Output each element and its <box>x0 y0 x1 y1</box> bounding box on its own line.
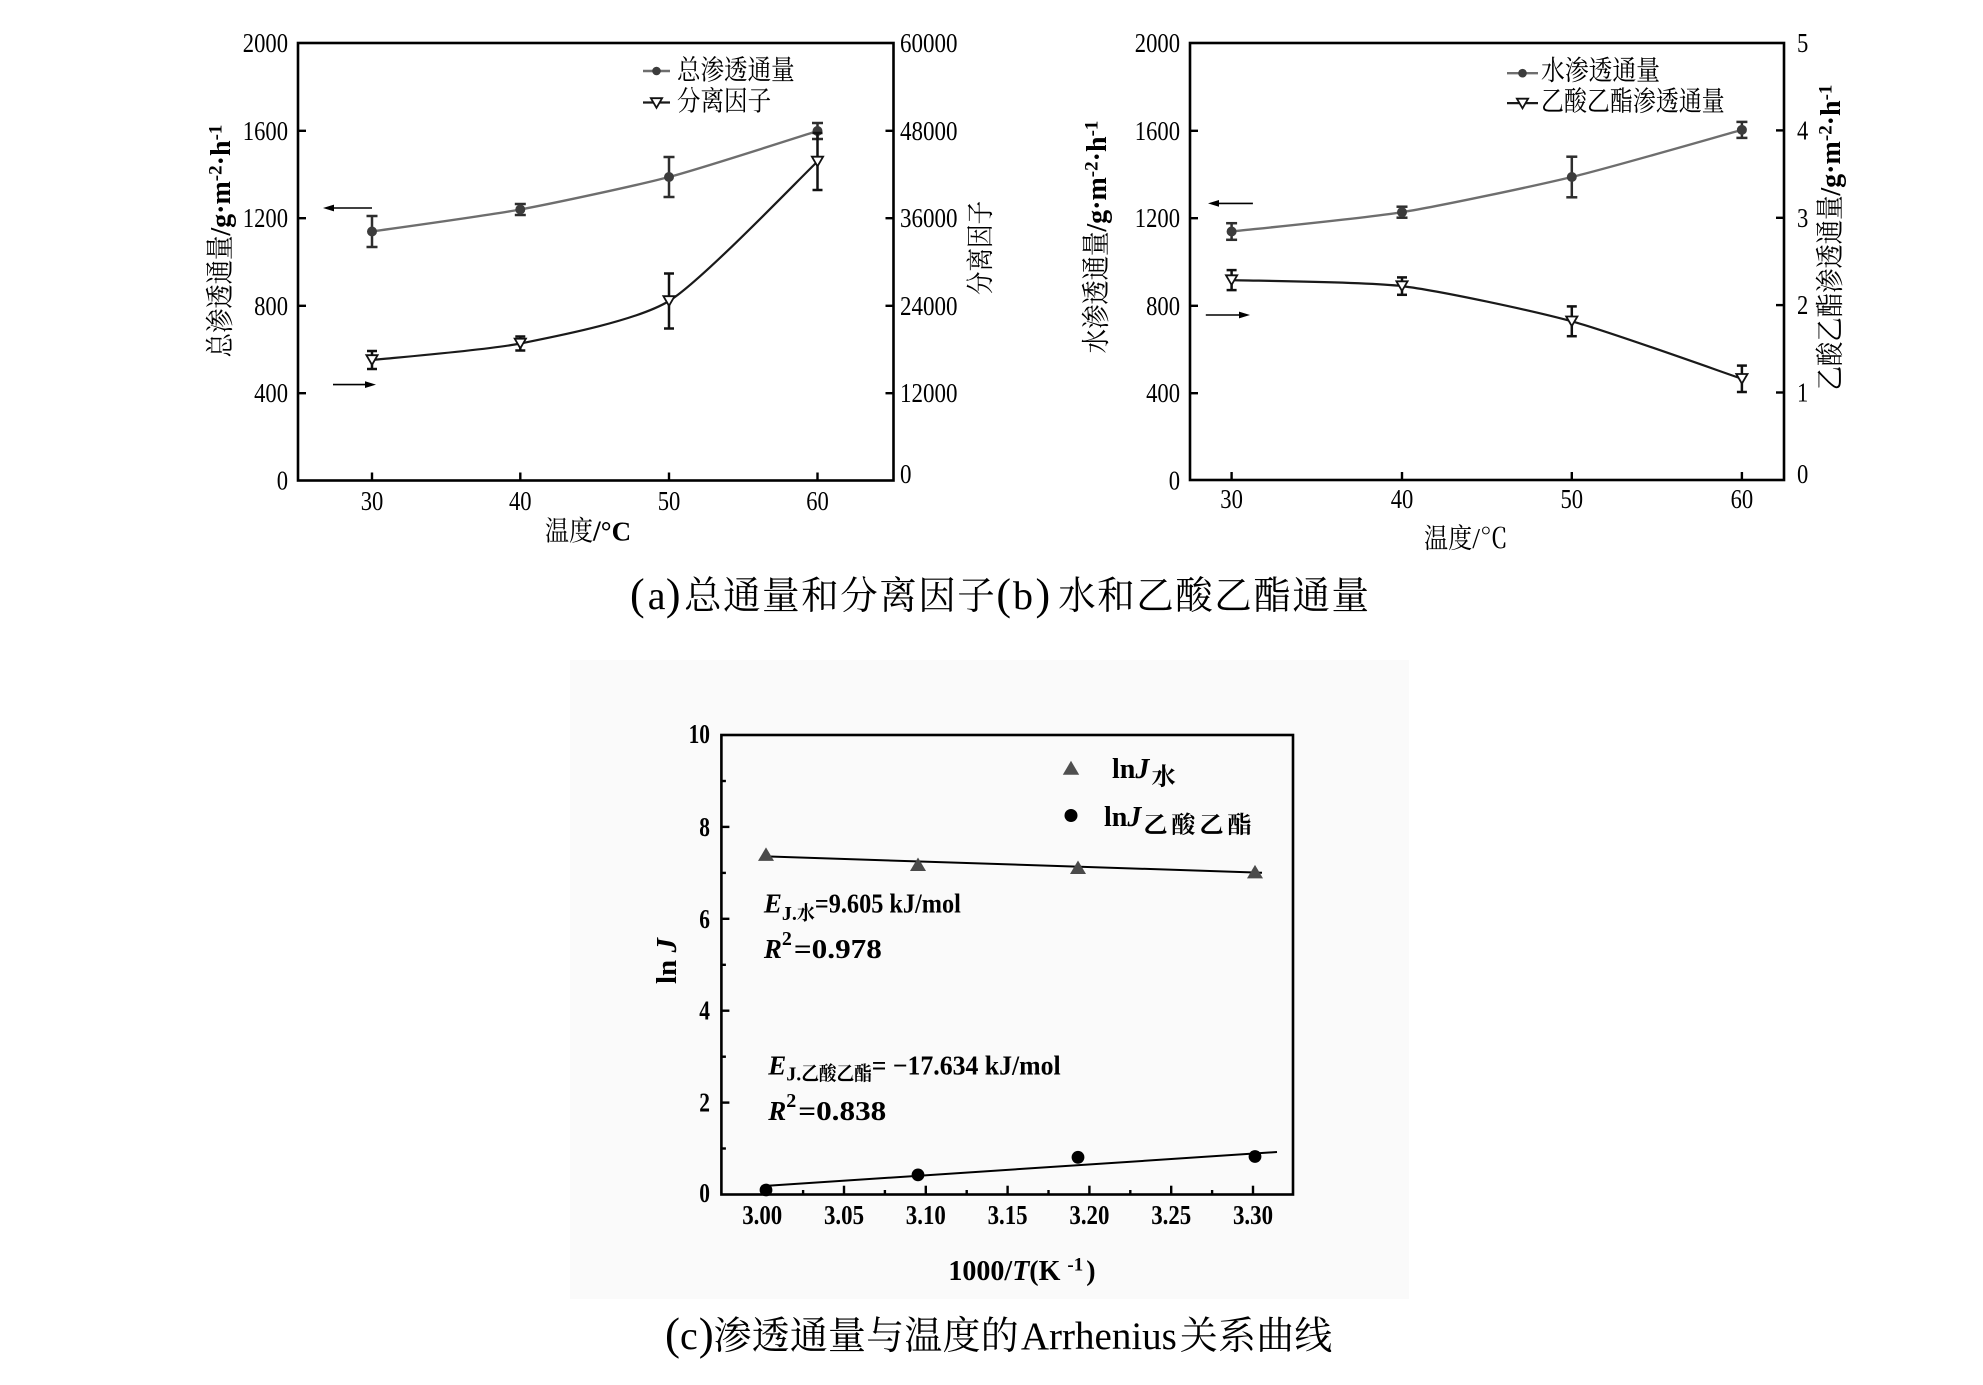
svg-text:4: 4 <box>699 996 710 1026</box>
svg-text:J: J <box>1126 802 1142 833</box>
svg-text:1000/: 1000/ <box>948 1256 1013 1287</box>
svg-text:60000: 60000 <box>900 28 958 58</box>
svg-text:Arrhenius: Arrhenius <box>1021 1315 1177 1358</box>
svg-text:(: ( <box>665 1309 680 1359</box>
svg-text:30: 30 <box>1220 484 1243 514</box>
svg-text:-2: -2 <box>1816 125 1837 141</box>
svg-text:36000: 36000 <box>900 203 958 233</box>
svg-text:=0.978: =0.978 <box>794 934 882 964</box>
svg-text:-1: -1 <box>1816 85 1837 101</box>
svg-text:= −17.634 kJ/mol: = −17.634 kJ/mol <box>872 1051 1061 1081</box>
svg-text:50: 50 <box>658 486 681 516</box>
svg-text:3.25: 3.25 <box>1151 1200 1191 1230</box>
svg-text:E: E <box>763 889 782 919</box>
svg-text:3.00: 3.00 <box>742 1200 782 1230</box>
svg-text:3.30: 3.30 <box>1233 1200 1273 1230</box>
svg-text:): ) <box>1086 1256 1095 1287</box>
svg-text:800: 800 <box>1146 291 1180 321</box>
svg-text:12000: 12000 <box>900 378 958 408</box>
svg-text:b: b <box>1013 573 1033 618</box>
svg-text:(: ( <box>630 570 645 619</box>
svg-text:3.20: 3.20 <box>1069 1200 1109 1230</box>
svg-text:/g·m: /g·m <box>206 181 237 236</box>
svg-text:/g·m: /g·m <box>1816 141 1847 196</box>
svg-text:/: / <box>592 517 602 548</box>
svg-text:3.15: 3.15 <box>988 1200 1028 1230</box>
svg-text:): ) <box>699 1309 714 1359</box>
svg-text:3.10: 3.10 <box>906 1200 946 1230</box>
svg-text:J: J <box>651 937 683 954</box>
svg-text:1200: 1200 <box>1135 203 1180 233</box>
svg-text:·h: ·h <box>206 140 237 165</box>
svg-text:60: 60 <box>1731 484 1754 514</box>
svg-text:-1: -1 <box>1067 1255 1083 1276</box>
svg-text:400: 400 <box>1146 378 1180 408</box>
svg-text:40: 40 <box>1391 484 1414 514</box>
svg-text:4: 4 <box>1797 115 1809 145</box>
svg-text:2000: 2000 <box>1135 28 1180 58</box>
svg-text:3: 3 <box>1797 203 1808 233</box>
svg-text:-1: -1 <box>1082 121 1103 137</box>
svg-text:a: a <box>648 573 666 618</box>
svg-text:): ) <box>1036 570 1051 619</box>
svg-text:J.: J. <box>786 1063 801 1085</box>
svg-text:6: 6 <box>699 904 710 934</box>
svg-text:800: 800 <box>254 291 288 321</box>
svg-text:): ) <box>666 570 681 619</box>
svg-text:40: 40 <box>509 486 532 516</box>
svg-text:60: 60 <box>806 486 829 516</box>
svg-text:0: 0 <box>900 459 912 489</box>
svg-text:ln: ln <box>1112 754 1136 785</box>
svg-text:1600: 1600 <box>1135 116 1180 146</box>
svg-text:J: J <box>1134 754 1150 785</box>
svg-text:2000: 2000 <box>243 28 288 58</box>
svg-text:R: R <box>763 934 782 964</box>
svg-text:2: 2 <box>1797 290 1808 320</box>
svg-text:°C: °C <box>601 517 631 547</box>
svg-text:/g·m: /g·m <box>1082 177 1113 232</box>
svg-text:E: E <box>767 1051 786 1081</box>
svg-text:1: 1 <box>1797 378 1808 408</box>
svg-text:2: 2 <box>782 928 792 950</box>
svg-text:·h: ·h <box>1082 136 1113 161</box>
svg-text:2: 2 <box>786 1090 796 1112</box>
svg-text:24000: 24000 <box>900 291 958 321</box>
svg-text:0: 0 <box>277 466 288 496</box>
svg-text:=0.838: =0.838 <box>798 1096 886 1126</box>
svg-text:·h: ·h <box>1816 100 1847 125</box>
svg-text:ln: ln <box>651 960 683 984</box>
svg-text:ln: ln <box>1104 802 1128 833</box>
svg-text:5: 5 <box>1797 28 1808 58</box>
svg-text:10: 10 <box>689 719 710 749</box>
svg-text:0: 0 <box>699 1178 710 1208</box>
svg-text:(: ( <box>996 570 1011 619</box>
svg-text:(K: (K <box>1029 1256 1060 1287</box>
svg-text:400: 400 <box>254 378 288 408</box>
svg-text:R: R <box>767 1096 786 1126</box>
svg-text:T: T <box>1012 1256 1031 1287</box>
svg-text:=9.605 kJ/mol: =9.605 kJ/mol <box>815 889 961 919</box>
svg-text:50: 50 <box>1561 484 1584 514</box>
svg-text:-2: -2 <box>1082 161 1103 177</box>
svg-text:30: 30 <box>361 486 384 516</box>
svg-text:0: 0 <box>1169 466 1180 496</box>
svg-text:1600: 1600 <box>243 116 288 146</box>
svg-text:c: c <box>680 1313 698 1358</box>
svg-text:1200: 1200 <box>243 203 288 233</box>
svg-text:0: 0 <box>1797 459 1808 489</box>
svg-text:-1: -1 <box>206 125 227 141</box>
svg-text:J.: J. <box>782 903 797 925</box>
svg-text:/: / <box>1472 524 1480 555</box>
svg-text:3.05: 3.05 <box>824 1200 864 1230</box>
svg-text:8: 8 <box>699 812 710 842</box>
svg-text:-2: -2 <box>206 165 227 181</box>
svg-text:48000: 48000 <box>900 116 958 146</box>
svg-text:2: 2 <box>699 1088 710 1118</box>
